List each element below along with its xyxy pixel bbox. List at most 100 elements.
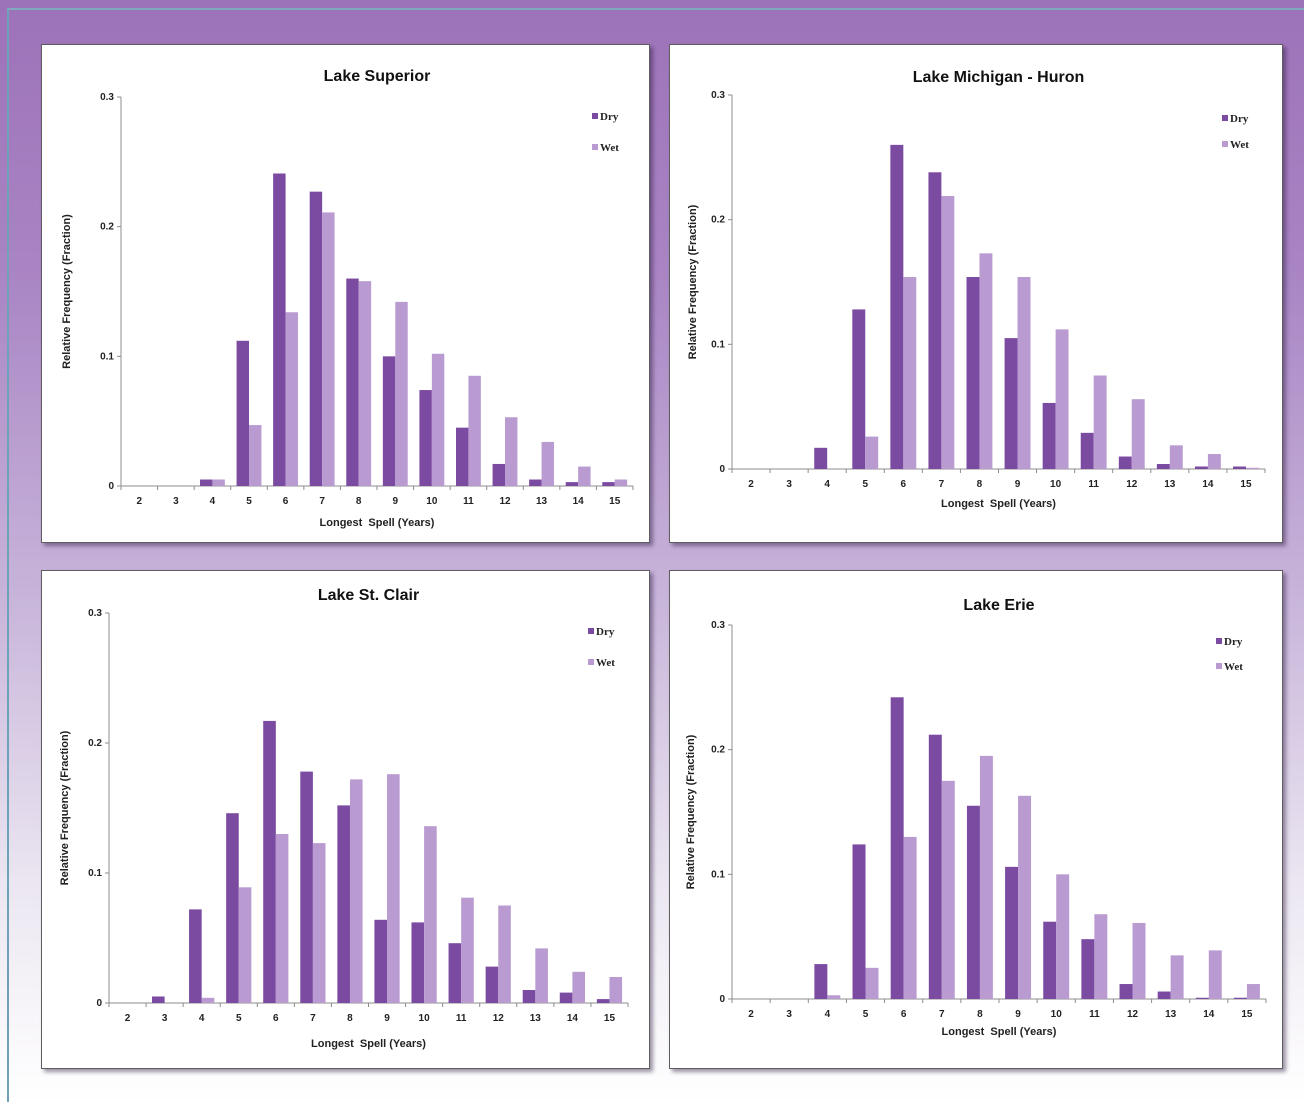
chart-3-x-tick-label: 8 <box>977 1009 983 1020</box>
chart-3-bar-dry-10 <box>1043 921 1057 999</box>
chart-3-x-tick-label: 14 <box>1203 1009 1215 1020</box>
chart-1-x-tick-label: 6 <box>901 479 907 490</box>
chart-3-bar-dry-15 <box>1233 997 1247 999</box>
chart-1-bar-wet-9 <box>1017 277 1031 469</box>
chart-0-legend-label-wet: Wet <box>600 142 619 154</box>
chart-0-bar-wet-6 <box>285 312 299 486</box>
chart-2-bar-dry-4 <box>189 909 202 1003</box>
chart-0-legend-label-dry: Dry <box>600 111 619 123</box>
chart-panel-lake-st-clair: Lake St. Clair 0 0.1 0.2 0.3 2 3 4 5 6 7 8 9 10 11 12 13… <box>41 570 650 1069</box>
chart-2-bar-wet-13 <box>535 948 548 1003</box>
chart-0-bar-dry-5 <box>236 340 249 486</box>
chart-1-bar-dry-7 <box>928 172 942 469</box>
chart-3-x-tick-label: 4 <box>825 1009 831 1020</box>
chart-1-x-tick-label: 9 <box>1015 479 1021 490</box>
chart-3-svg: Lake Erie 0 0.1 0.2 0.3 2 3 4 5 6 7 8 9 10 11 12 13 14 15 L… <box>685 597 1267 1038</box>
chart-3-legend-swatch-dry <box>1216 638 1222 644</box>
chart-1-bar-dry-12 <box>1118 456 1132 469</box>
chart-1-x-tick-label: 5 <box>862 479 868 490</box>
chart-1-x-axis-label: Longest Spell (Years) <box>941 498 1056 510</box>
chart-3-x-axis-label: Longest Spell (Years) <box>942 1026 1057 1038</box>
chart-3-bar-dry-4 <box>814 964 828 999</box>
chart-1-x-tick-label: 12 <box>1126 479 1138 490</box>
chart-2-x-tick-label: 13 <box>530 1013 542 1024</box>
chart-0-x-tick-label: 10 <box>426 496 438 507</box>
chart-1-x-tick-label: 11 <box>1088 479 1099 490</box>
chart-3-bar-dry-11 <box>1081 939 1095 999</box>
chart-0-svg: Lake Superior 0 0.1 0.2 0.3 2 3 4 5 6 7 8 9 10 11 12 13 1… <box>61 68 634 529</box>
chart-0-bar-dry-12 <box>492 463 505 486</box>
chart-0-x-tick-label: 4 <box>210 496 216 507</box>
chart-0-x-tick-label: 5 <box>246 496 252 507</box>
chart-3-legend-label-wet: Wet <box>1224 661 1243 673</box>
chart-panel-lake-superior: Lake Superior 0 0.1 0.2 0.3 2 3 4 5 6 7 8 9 10 11 12 13 1… <box>41 44 650 543</box>
chart-1-bar-wet-10 <box>1055 329 1069 469</box>
chart-3-title: Lake Erie <box>963 597 1034 614</box>
chart-0-bar-dry-10 <box>419 390 432 486</box>
chart-0-x-tick-label: 14 <box>573 496 585 507</box>
chart-0-bar-dry-11 <box>455 427 469 486</box>
chart-2-bar-dry-15 <box>596 999 610 1003</box>
chart-1-legend-swatch-wet <box>1222 141 1228 147</box>
chart-0-bar-wet-13 <box>541 441 555 486</box>
chart-2-bar-wet-7 <box>312 843 326 1003</box>
chart-1-bar-dry-6 <box>890 144 904 469</box>
chart-3-y-axis-label: Relative Frequency (Fraction) <box>685 734 697 889</box>
chart-1-bar-dry-14 <box>1194 466 1208 469</box>
chart-3-y-tick-label: 0.2 <box>711 745 725 756</box>
chart-3-bar-dry-8 <box>966 805 980 999</box>
chart-0-bar-wet-4 <box>212 479 225 486</box>
chart-0-bar-wet-11 <box>468 375 481 486</box>
chart-1-bar-wet-13 <box>1169 445 1183 469</box>
chart-panel-lake-michigan-huron: Lake Michigan - Huron 0 0.1 0.2 0.3 2 3 4 5 6 7 8 9 1… <box>669 44 1283 543</box>
chart-2-legend-swatch-wet <box>588 659 594 665</box>
chart-1-bar-dry-4 <box>814 447 828 469</box>
chart-1-svg: Lake Michigan - Huron 0 0.1 0.2 0.3 2 3 4 5 6 7 8 9 1… <box>687 69 1266 510</box>
chart-2-svg: Lake St. Clair 0 0.1 0.2 0.3 2 3 4 5 6 7 8 9 10 11 12 13… <box>59 587 629 1050</box>
chart-1-bar-dry-10 <box>1042 402 1056 469</box>
chart-2-bar-dry-10 <box>411 922 425 1003</box>
chart-0-bar-wet-9 <box>395 301 408 486</box>
chart-3-bar-wet-14 <box>1208 950 1222 999</box>
chart-2-bar-wet-8 <box>349 779 363 1003</box>
chart-2-legend-label-wet: Wet <box>596 657 615 669</box>
chart-0-bar-wet-14 <box>578 466 591 486</box>
chart-0-bar-wet-10 <box>431 353 445 486</box>
chart-panel-lake-erie: Lake Erie 0 0.1 0.2 0.3 2 3 4 5 6 7 8 9 10 11 12 13 14 15 L… <box>669 570 1283 1069</box>
chart-2-x-tick-label: 12 <box>493 1013 505 1024</box>
chart-1-bar-wet-8 <box>979 253 993 469</box>
chart-2-bar-wet-14 <box>572 971 585 1003</box>
chart-3-x-tick-label: 13 <box>1165 1009 1177 1020</box>
chart-3-x-tick-label: 10 <box>1051 1009 1063 1020</box>
chart-1-x-tick-label: 3 <box>786 479 792 490</box>
top-border-line <box>7 8 1304 10</box>
chart-2-legend-label-dry: Dry <box>596 626 615 638</box>
chart-0-bar-dry-7 <box>309 191 323 486</box>
chart-1-bar-wet-5 <box>865 436 879 469</box>
chart-2-y-tick-label: 0.2 <box>88 738 102 749</box>
chart-3-bar-dry-14 <box>1195 997 1209 999</box>
chart-3-y-tick-label: 0.3 <box>711 620 725 631</box>
chart-3-bar-wet-6 <box>903 836 917 999</box>
chart-2-bar-dry-8 <box>337 805 350 1003</box>
chart-1-bar-wet-15 <box>1245 467 1259 469</box>
chart-0-x-tick-label: 13 <box>536 496 548 507</box>
chart-2-x-tick-label: 11 <box>456 1013 467 1024</box>
chart-3-x-tick-label: 12 <box>1127 1009 1139 1020</box>
chart-0-y-tick-label: 0.3 <box>100 92 114 103</box>
chart-3-x-tick-label: 6 <box>901 1009 907 1020</box>
chart-3-bar-dry-5 <box>852 844 866 999</box>
chart-1-title: Lake Michigan - Huron <box>913 69 1085 86</box>
chart-0-bar-wet-8 <box>358 281 372 486</box>
chart-2-bar-dry-6 <box>263 720 276 1003</box>
chart-1-x-tick-label: 8 <box>977 479 983 490</box>
chart-2-bar-dry-13 <box>522 990 536 1003</box>
chart-1-bar-dry-15 <box>1233 466 1246 469</box>
chart-2-x-tick-label: 5 <box>236 1013 242 1024</box>
chart-1-x-tick-label: 10 <box>1050 479 1062 490</box>
chart-3-x-tick-label: 9 <box>1015 1009 1021 1020</box>
left-border-line <box>7 10 9 1102</box>
chart-3-y-tick-label: 0 <box>719 994 725 1005</box>
chart-2-bar-wet-10 <box>424 826 437 1003</box>
chart-1-y-tick-label: 0.2 <box>711 215 725 226</box>
